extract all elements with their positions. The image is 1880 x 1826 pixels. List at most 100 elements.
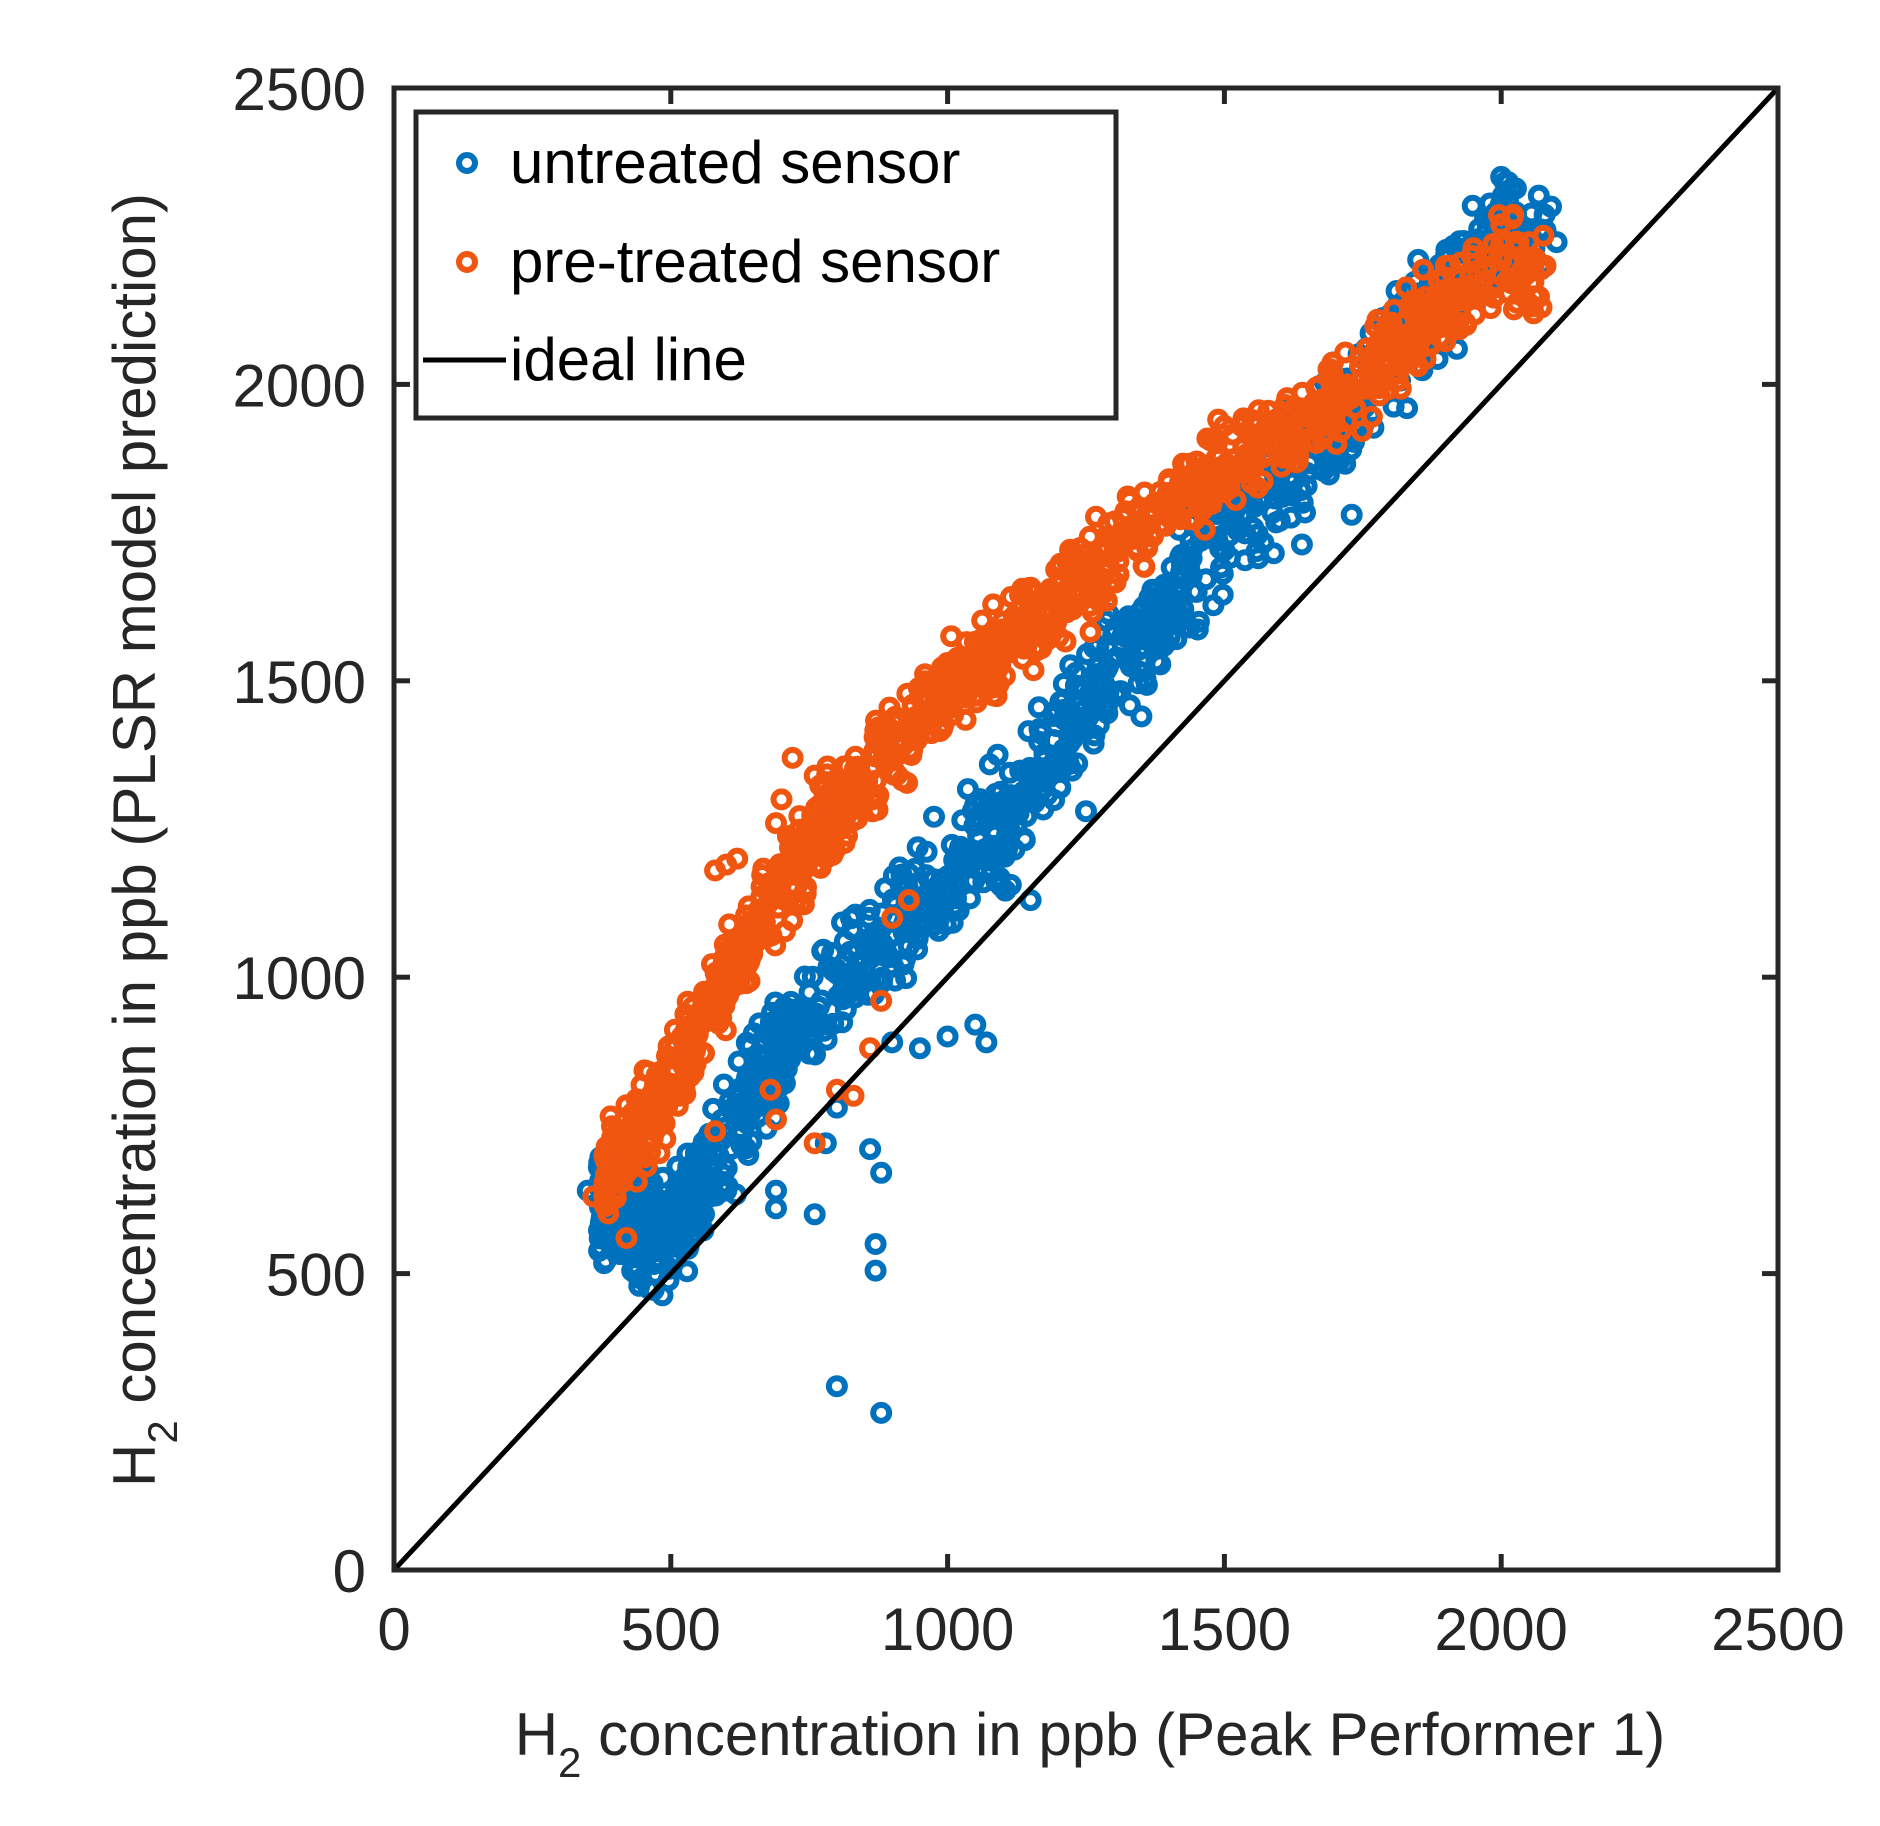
- pre-treated-point: [1379, 314, 1402, 337]
- pre-treated-point: [1480, 245, 1503, 268]
- untreated-point: [715, 1179, 738, 1202]
- untreated-point: [923, 805, 945, 828]
- untreated-point: [1461, 194, 1484, 217]
- untreated-point: [1223, 499, 1246, 522]
- untreated-point: [1050, 741, 1073, 764]
- untreated-point: [693, 1203, 715, 1226]
- untreated-point: [719, 1138, 742, 1161]
- pre-treated-point: [632, 1096, 655, 1119]
- pre-treated-point: [1002, 631, 1024, 654]
- pre-treated-point: [770, 788, 793, 811]
- pre-treated-point: [1197, 493, 1220, 516]
- pre-treated-point: [1534, 254, 1557, 277]
- pre-treated-point: [1172, 498, 1195, 521]
- untreated-point: [1029, 722, 1052, 745]
- pre-treated-point: [801, 804, 824, 827]
- pre-treated-point: [1085, 505, 1107, 528]
- untreated-point: [1049, 776, 1072, 799]
- pre-treated-point: [1136, 536, 1159, 559]
- untreated-point: [743, 1096, 766, 1119]
- pre-treated-point: [640, 1129, 663, 1152]
- pre-treated-point: [836, 755, 859, 778]
- x-tick-label: 2500: [1711, 1596, 1844, 1663]
- y-tick-label: 1000: [233, 945, 366, 1012]
- pre-treated-point: [747, 898, 770, 921]
- untreated-point: [648, 1250, 671, 1273]
- pre-treated-point: [1047, 557, 1070, 580]
- untreated-point: [984, 782, 1007, 805]
- pre-treated-point: [870, 989, 893, 1012]
- untreated-point: [858, 898, 881, 921]
- untreated-point: [1295, 474, 1318, 497]
- untreated-point: [870, 1401, 893, 1424]
- untreated-point: [936, 1025, 959, 1048]
- pre-treated-point: [1501, 207, 1524, 230]
- untreated-point: [964, 793, 987, 816]
- pre-treated-point: [670, 1025, 693, 1048]
- untreated-point: [860, 946, 883, 969]
- untreated-point: [628, 1213, 651, 1236]
- untreated-point: [815, 1028, 838, 1051]
- untreated-point: [1290, 533, 1313, 556]
- pre-treated-point: [704, 1120, 727, 1143]
- pre-treated-point: [1360, 348, 1383, 371]
- pre-treated-point: [1360, 405, 1383, 428]
- ideal-line: [392, 86, 1780, 1572]
- untreated-point: [697, 1136, 719, 1159]
- untreated-point: [964, 1013, 987, 1036]
- untreated-point: [1490, 165, 1513, 188]
- pre-treated-point: [1182, 483, 1205, 506]
- pre-treated-point: [1199, 429, 1222, 452]
- untreated-point: [1213, 539, 1236, 562]
- pre-treated-point: [1000, 586, 1022, 608]
- legend-label-untreated: untreated sensor: [510, 129, 960, 196]
- x-tick-label: 1000: [881, 1596, 1014, 1663]
- pre-treated-point: [1329, 420, 1352, 443]
- pre-treated-point: [781, 746, 804, 769]
- untreated-point: [1052, 708, 1075, 731]
- untreated-point: [996, 829, 1019, 852]
- untreated-point: [897, 862, 920, 885]
- untreated-point: [978, 753, 1001, 776]
- untreated-point: [1340, 503, 1363, 526]
- pre-treated-point: [1462, 237, 1485, 260]
- untreated-point: [915, 840, 938, 863]
- untreated-point: [1042, 705, 1065, 727]
- untreated-point: [836, 967, 859, 990]
- pre-treated-point: [1431, 313, 1454, 336]
- untreated-point: [1211, 583, 1234, 606]
- pre-treated-point: [821, 844, 844, 866]
- y-tick-labels: 0 500 1000 1500 2000 2500: [233, 56, 366, 1605]
- legend-marker-pretreated: [456, 251, 478, 273]
- untreated-point: [1268, 509, 1291, 532]
- x-tick-label: 500: [621, 1596, 721, 1663]
- untreated-point: [1117, 605, 1140, 628]
- untreated-point: [803, 1203, 826, 1226]
- pre-treated-point: [738, 970, 761, 993]
- pre-treated-point: [845, 792, 868, 815]
- x-tick-label: 2000: [1434, 1596, 1567, 1663]
- untreated-point: [908, 1037, 931, 1060]
- x-tick-label: 0: [377, 1596, 410, 1663]
- pre-treated-point: [593, 1144, 616, 1166]
- untreated-point: [1234, 549, 1256, 572]
- pre-treated-point: [1027, 624, 1049, 647]
- untreated-point: [1001, 801, 1024, 823]
- pre-treated-point: [1296, 397, 1319, 420]
- untreated-point: [923, 879, 945, 902]
- untreated-point: [1009, 759, 1032, 782]
- pre-treated-point: [985, 685, 1008, 708]
- pre-treated-point: [1471, 271, 1494, 294]
- pre-treated-point: [1092, 582, 1115, 605]
- pre-treated-point: [1455, 314, 1478, 336]
- pre-treated-point: [1022, 659, 1045, 682]
- untreated-point: [1279, 506, 1302, 529]
- pre-treated-point: [881, 906, 904, 929]
- pre-treated-point: [830, 817, 853, 840]
- untreated-point: [740, 1063, 763, 1086]
- untreated-point: [1540, 195, 1562, 218]
- untreated-point: [1012, 780, 1035, 803]
- pre-treated-point: [954, 708, 977, 731]
- pre-treated-point: [1063, 579, 1086, 602]
- untreated-point: [1324, 444, 1347, 467]
